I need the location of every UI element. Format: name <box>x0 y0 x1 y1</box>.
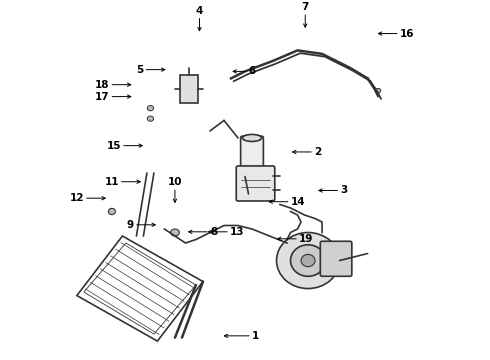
Text: 5: 5 <box>136 65 144 75</box>
FancyBboxPatch shape <box>320 241 352 276</box>
Text: 3: 3 <box>340 185 347 195</box>
Ellipse shape <box>147 105 153 111</box>
Text: 9: 9 <box>127 220 134 230</box>
Text: 15: 15 <box>106 141 121 150</box>
Text: 6: 6 <box>248 66 255 76</box>
Text: 18: 18 <box>95 80 109 90</box>
Ellipse shape <box>243 134 262 141</box>
Text: 10: 10 <box>168 177 182 187</box>
Text: 13: 13 <box>230 227 245 237</box>
Text: 12: 12 <box>70 193 84 203</box>
Text: 1: 1 <box>252 331 259 341</box>
Text: 16: 16 <box>400 28 415 39</box>
Text: 7: 7 <box>301 2 309 12</box>
Text: 19: 19 <box>299 234 313 244</box>
Bar <box>180 75 197 103</box>
Ellipse shape <box>276 233 340 289</box>
Text: 17: 17 <box>95 91 109 102</box>
Text: 2: 2 <box>314 147 321 157</box>
FancyBboxPatch shape <box>236 166 275 201</box>
Ellipse shape <box>291 245 325 276</box>
FancyBboxPatch shape <box>241 136 264 182</box>
Ellipse shape <box>147 116 153 121</box>
Ellipse shape <box>243 176 262 184</box>
Text: 14: 14 <box>291 197 305 207</box>
Text: 4: 4 <box>196 6 203 16</box>
Ellipse shape <box>301 255 315 267</box>
Ellipse shape <box>375 88 381 93</box>
Text: 8: 8 <box>210 227 217 237</box>
Text: 11: 11 <box>104 177 119 187</box>
Ellipse shape <box>108 208 116 215</box>
Ellipse shape <box>171 229 179 236</box>
